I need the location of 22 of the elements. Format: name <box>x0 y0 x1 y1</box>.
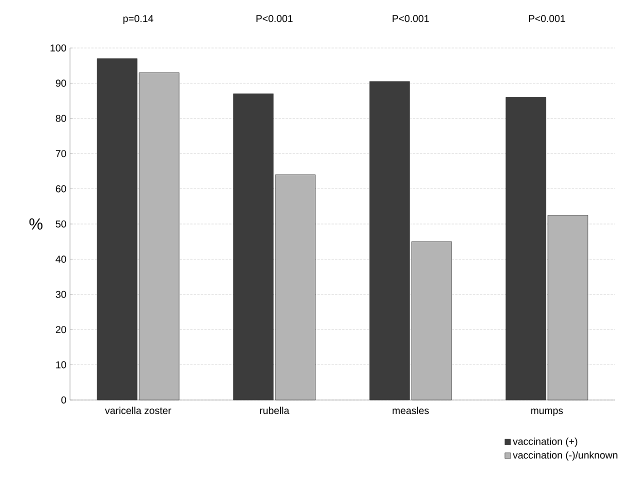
y-tick-label: 0 <box>61 396 66 404</box>
y-axis-title: % <box>29 218 42 230</box>
x-tick-label: mumps <box>531 408 563 416</box>
x-tick-label: measles <box>392 406 429 414</box>
text: P<0.001 <box>256 15 293 22</box>
text: P<0.001 <box>528 15 566 22</box>
text: P<0.001 <box>392 15 429 22</box>
y-tick-label: 90 <box>56 80 66 87</box>
legend-label: vaccination (+) <box>512 438 578 447</box>
y-tick-label: 60 <box>56 185 66 192</box>
y-tick-label: 70 <box>56 150 66 158</box>
y-tick-label: 50 <box>56 220 66 228</box>
text: p=0.14 <box>123 15 154 24</box>
y-tick-label: 100 <box>50 44 66 52</box>
y-tick-label: 30 <box>56 290 66 298</box>
x-tick-label: rubella <box>260 406 290 414</box>
y-tick-label: 20 <box>56 326 66 334</box>
x-tick-label: varicella zoster <box>104 406 172 414</box>
y-tick-label: 80 <box>56 114 66 122</box>
y-tick-label: 10 <box>56 361 66 368</box>
legend-label: vaccination (-)/unknown <box>512 451 618 461</box>
y-tick-label: 40 <box>56 256 66 263</box>
